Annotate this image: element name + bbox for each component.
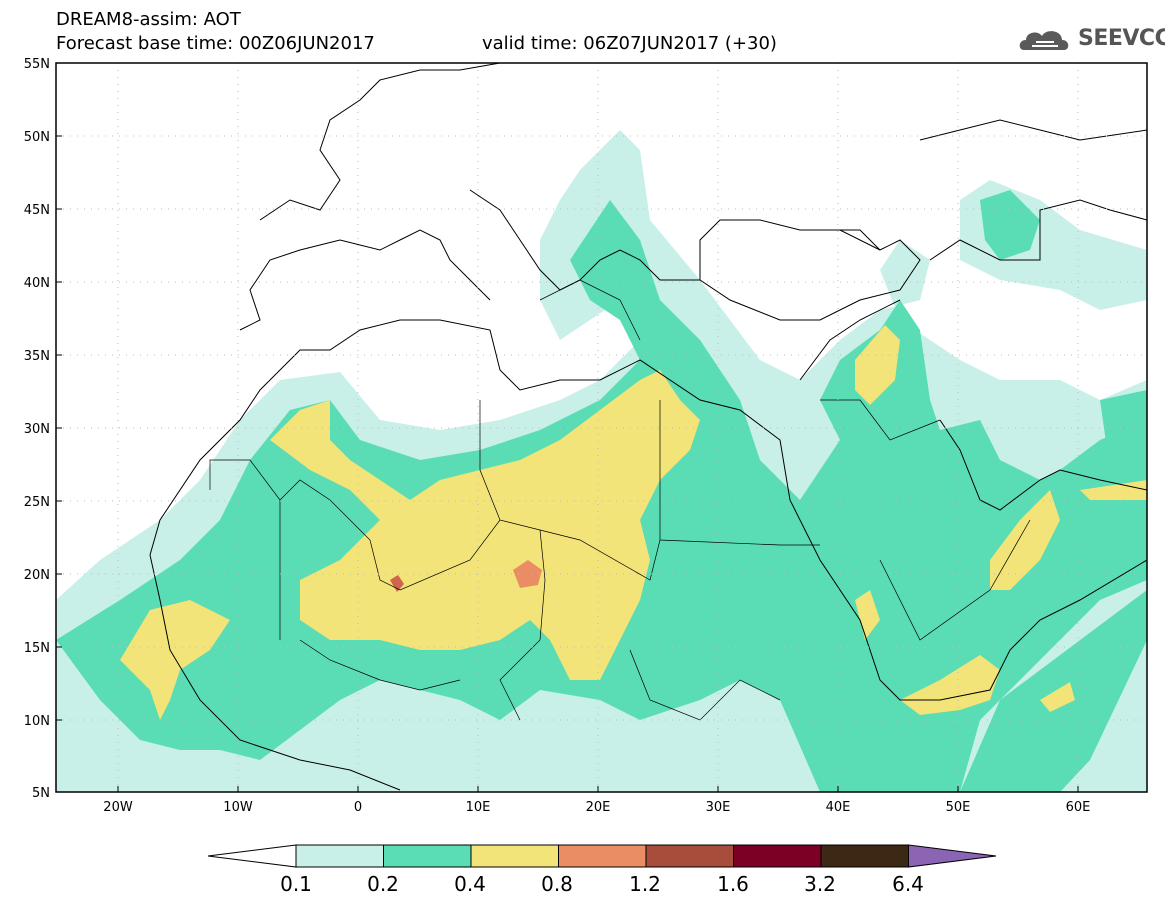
colorbar-swatch: [295, 844, 384, 868]
coastlines: [149, 63, 1147, 791]
lat-label: 55N: [24, 57, 50, 72]
colorbar-swatch: [558, 844, 647, 868]
map-title: DREAM8-assim: AOT: [56, 9, 241, 30]
colorbar-label: 3.2: [804, 872, 836, 896]
forecast-base-time: Forecast base time: 00Z06JUN2017: [56, 33, 375, 54]
colorbar-label: 0.1: [280, 872, 312, 896]
colorbar-swatch: [383, 844, 472, 868]
colorbar-label: 6.4: [892, 872, 924, 896]
aot-field: [56, 63, 1147, 792]
colorbar-label: 1.2: [629, 872, 661, 896]
valid-time: valid time: 06Z07JUN2017 (+30): [482, 33, 777, 54]
lon-labels: 20W 10W 0 10E 20E 30E 40E 50E 60E: [103, 800, 1090, 815]
colorbar-label: 0.8: [541, 872, 573, 896]
lon-label: 10E: [466, 800, 491, 815]
lon-label: 20W: [103, 800, 133, 815]
colorbar-swatch: [645, 844, 734, 868]
lon-label: 10W: [223, 800, 253, 815]
aot-contour-0.4: [270, 370, 700, 680]
grid: [56, 63, 1147, 792]
lat-label: 35N: [24, 349, 50, 364]
colorbar-swatch: [470, 844, 559, 868]
colorbar-arrow-low: [207, 844, 297, 868]
logo-text: SEEVCCC: [1078, 26, 1165, 51]
lat-label: 15N: [24, 641, 50, 656]
colorbar-label: 1.6: [717, 872, 749, 896]
colorbar-arrow-high: [908, 844, 997, 868]
aot-contour-0.8: [513, 560, 542, 588]
lat-label: 5N: [32, 786, 50, 801]
lat-label: 30N: [24, 422, 50, 437]
cloud-logo-icon: [1019, 31, 1069, 50]
colorbar-label: 0.2: [367, 872, 399, 896]
lon-label: 60E: [1066, 800, 1091, 815]
lat-label: 10N: [24, 714, 50, 729]
colorbar-swatch: [820, 844, 909, 868]
lat-label: 25N: [24, 495, 50, 510]
lat-labels: 55N 50N 45N 40N 35N 30N 25N 20N 15N 10N …: [24, 57, 50, 801]
colorbar-swatch: [733, 844, 822, 868]
lat-label: 45N: [24, 203, 50, 218]
lon-label: 30E: [706, 800, 731, 815]
lon-label: 40E: [826, 800, 851, 815]
lat-label: 20N: [24, 568, 50, 583]
lat-label: 40N: [24, 276, 50, 291]
lon-label: 20E: [586, 800, 611, 815]
country-borders: [209, 279, 1031, 721]
colorbar: [207, 844, 997, 868]
lon-label: 0: [354, 800, 362, 815]
lat-label: 50N: [24, 130, 50, 145]
colorbar-label: 0.4: [454, 872, 486, 896]
lon-label: 50E: [946, 800, 971, 815]
